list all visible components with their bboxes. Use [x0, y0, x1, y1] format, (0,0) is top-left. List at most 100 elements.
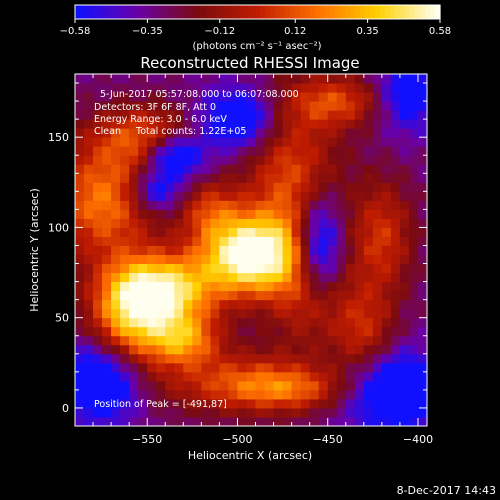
- heatmap-cell: [264, 344, 275, 355]
- heatmap-cell: [165, 227, 175, 237]
- heatmap-cell: [327, 128, 338, 138]
- heatmap-cell: [210, 146, 220, 156]
- heatmap-cell: [102, 137, 112, 147]
- heatmap-cell: [84, 281, 94, 292]
- heatmap-cell: [264, 389, 275, 400]
- heatmap-cell: [138, 173, 148, 183]
- colorbar-cell: [200, 5, 206, 19]
- heatmap-cell: [102, 290, 112, 301]
- heatmap-cell: [318, 389, 329, 400]
- heatmap-cell: [174, 245, 184, 256]
- heatmap-cell: [219, 119, 229, 129]
- colorbar-cell: [155, 5, 161, 19]
- heatmap-cell: [354, 344, 365, 355]
- colorbar-cell: [415, 5, 421, 19]
- heatmap-cell: [210, 272, 220, 283]
- heatmap-cell: [336, 335, 347, 346]
- heatmap-cell: [417, 137, 427, 147]
- heatmap-cell: [282, 173, 293, 183]
- heatmap-cell: [192, 317, 202, 328]
- heatmap-cell: [210, 326, 220, 337]
- heatmap-cell: [129, 299, 139, 310]
- heatmap-cell: [111, 380, 121, 391]
- colorbar-cell: [320, 5, 326, 19]
- heatmap-cell: [318, 146, 329, 156]
- heatmap-cell: [381, 353, 392, 364]
- heatmap-cell: [102, 254, 112, 265]
- heatmap-cell: [399, 200, 410, 210]
- heatmap-cell: [183, 389, 193, 400]
- colorbar-cell: [390, 5, 396, 19]
- heatmap-cell: [255, 263, 266, 274]
- heatmap-cell: [174, 299, 184, 310]
- heatmap-cell: [291, 92, 302, 102]
- heatmap-cell: [120, 362, 130, 373]
- heatmap-cell: [228, 272, 238, 283]
- heatmap-cell: [282, 119, 293, 129]
- heatmap-cell: [264, 263, 275, 274]
- heatmap-cell: [345, 335, 356, 346]
- heatmap-cell: [84, 110, 94, 120]
- heatmap-cell: [219, 227, 229, 237]
- heatmap-cell: [327, 416, 338, 426]
- heatmap-cell: [408, 308, 419, 319]
- heatmap-cell: [327, 101, 338, 111]
- colorbar-cell: [330, 5, 336, 19]
- heatmap-cell: [120, 209, 130, 219]
- heatmap-cell: [291, 344, 302, 355]
- heatmap-cell: [237, 290, 247, 301]
- heatmap-cell: [309, 164, 320, 174]
- heatmap-cell: [93, 407, 103, 418]
- heatmap-cell: [255, 299, 266, 310]
- heatmap-cell: [75, 380, 85, 391]
- heatmap-cell: [219, 191, 229, 201]
- heatmap-cell: [309, 200, 320, 210]
- heatmap-cell: [84, 137, 94, 147]
- heatmap-cell: [246, 263, 257, 274]
- heatmap-cell: [255, 254, 266, 265]
- heatmap-cell: [201, 191, 211, 201]
- heatmap-cell: [120, 245, 130, 256]
- heatmap-cell: [264, 74, 275, 84]
- heatmap-cell: [282, 254, 293, 265]
- heatmap-cell: [210, 299, 220, 310]
- heatmap-cell: [390, 128, 401, 138]
- heatmap-cell: [210, 110, 220, 120]
- heatmap-cell: [408, 110, 419, 120]
- heatmap-cell: [327, 335, 338, 346]
- heatmap-cell: [309, 101, 320, 111]
- heatmap-cell: [390, 416, 401, 426]
- heatmap-cell: [219, 74, 229, 84]
- heatmap-cell: [381, 362, 392, 373]
- heatmap-cell: [300, 101, 311, 111]
- heatmap-cell: [165, 191, 175, 201]
- heatmap-cell: [228, 353, 238, 364]
- heatmap-cell: [201, 245, 211, 256]
- heatmap-cell: [300, 173, 311, 183]
- heatmap-cell: [192, 74, 202, 84]
- heatmap-cell: [336, 74, 347, 84]
- heatmap-cell: [120, 308, 130, 319]
- heatmap-cell: [390, 326, 401, 337]
- heatmap-cell: [408, 173, 419, 183]
- heatmap-cell: [93, 164, 103, 174]
- heatmap-cell: [147, 164, 157, 174]
- heatmap-cell: [174, 254, 184, 265]
- heatmap-cell: [156, 182, 166, 192]
- heatmap-cell: [102, 389, 112, 400]
- heatmap-cell: [246, 371, 257, 382]
- heatmap-cell: [120, 398, 130, 409]
- heatmap-cell: [264, 272, 275, 283]
- heatmap-cell: [129, 371, 139, 382]
- heatmap-cell: [381, 335, 392, 346]
- heatmap-cell: [282, 317, 293, 328]
- heatmap-cell: [300, 92, 311, 102]
- heatmap-cell: [282, 128, 293, 138]
- heatmap-cell: [318, 119, 329, 129]
- heatmap-cell: [84, 389, 94, 400]
- heatmap-cell: [183, 218, 193, 228]
- heatmap-cell: [255, 128, 266, 138]
- heatmap-cell: [147, 326, 157, 337]
- heatmap-cell: [327, 353, 338, 364]
- heatmap-cell: [93, 155, 103, 165]
